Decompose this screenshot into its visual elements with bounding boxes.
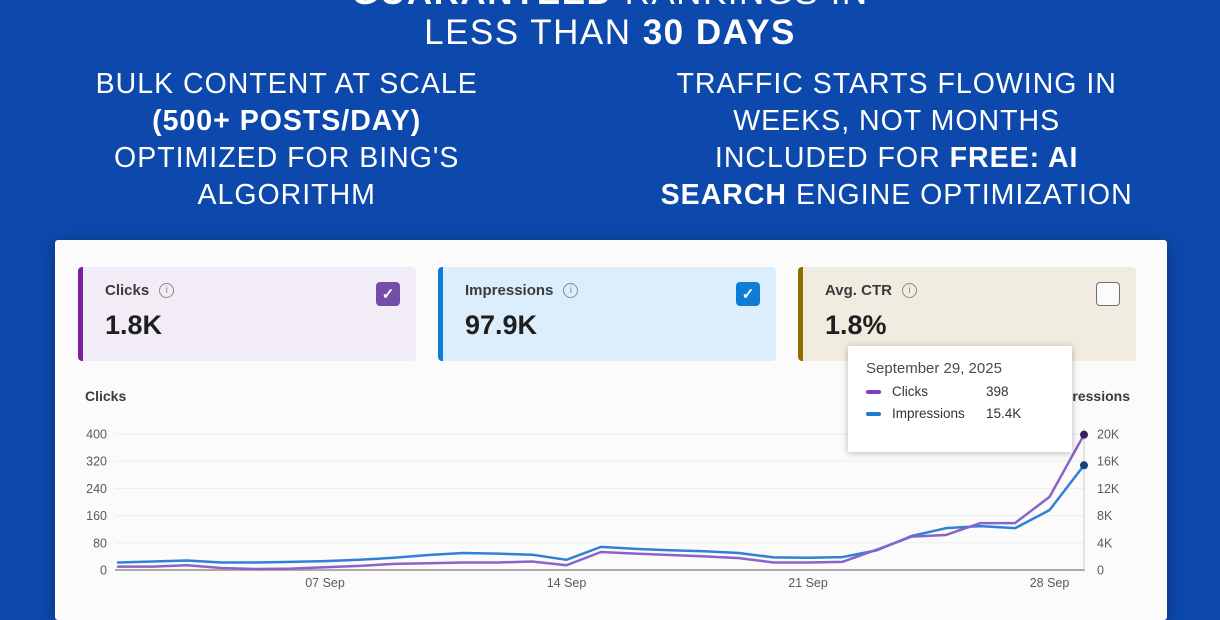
- info-icon[interactable]: i: [159, 283, 175, 298]
- y-axis-tick-left: 0: [100, 564, 107, 578]
- info-icon[interactable]: i: [563, 283, 579, 298]
- y-axis-tick-left: 240: [86, 482, 107, 496]
- metric-value: 1.8%: [825, 310, 887, 340]
- hero-text-segment: RANKINGS IN: [625, 0, 869, 12]
- tooltip-label: Impressions: [892, 406, 965, 421]
- hero-text-segment: WEEKS, NOT MONTHS: [733, 105, 1061, 137]
- hero-text-segment: ALGORITHM: [197, 179, 376, 211]
- y-axis-tick-right: 4K: [1097, 536, 1113, 550]
- clicks-legend-swatch: [866, 389, 881, 394]
- y-axis-tick-left: 400: [86, 428, 107, 442]
- hero-text-segment: LESS THAN: [424, 13, 643, 52]
- impressions-checkbox[interactable]: ✓: [736, 282, 760, 306]
- tooltip-row-impressions: Impressions 15.4K: [866, 406, 1056, 421]
- clicks-checkbox[interactable]: ✓: [376, 282, 400, 306]
- hero-columns: BULK CONTENT AT SCALE (500+ POSTS/DAY) OPT…: [0, 66, 1220, 214]
- tooltip-value: 15.4K: [986, 406, 1022, 421]
- hero-text-segment: (500+ POSTS/DAY): [152, 105, 422, 137]
- x-axis-tick: 14 Sep: [547, 576, 587, 590]
- hero-text-segment: FREE: AI: [949, 142, 1079, 174]
- y-axis-tick-right: 16K: [1097, 455, 1120, 469]
- hero-right-column: TRAFFIC STARTS FLOWING IN WEEKS, NOT MONT…: [573, 66, 1220, 214]
- metric-value: 1.8K: [105, 310, 163, 340]
- y-axis-tick-left: 160: [86, 509, 107, 523]
- chart-axis-title-clicks: Clicks: [85, 388, 127, 404]
- hero-column-line: TRAFFIC STARTS FLOWING IN: [573, 66, 1220, 103]
- x-axis-tick: 28 Sep: [1030, 576, 1070, 590]
- hero-text-segment: 30 DAYS: [642, 13, 796, 52]
- impressions-line: [116, 464, 1086, 564]
- hero-text-segment: BULK CONTENT AT SCALE: [95, 68, 478, 100]
- y-axis-tick-right: 20K: [1097, 428, 1120, 442]
- hero-text-segment: OPTIMIZED FOR BING'S: [114, 142, 460, 174]
- hero-text-segment: TRAFFIC STARTS FLOWING IN: [676, 68, 1117, 100]
- hero-column-line: INCLUDED FOR FREE: AI: [573, 140, 1220, 177]
- info-icon[interactable]: i: [901, 283, 917, 298]
- impressions-legend-swatch: [866, 411, 881, 416]
- metric-value: 97.9K: [465, 310, 538, 340]
- hero-text-segment: GUARANTEED: [351, 0, 624, 12]
- hero-headline-line-2: LESS THAN 30 DAYS: [0, 13, 1220, 53]
- impressions-end-dot: [1080, 461, 1088, 470]
- metric-tile-clicks[interactable]: Clicks i ✓ 1.8K: [78, 267, 416, 361]
- analytics-card: Clicks i ✓ 1.8K Impressions i ✓ 97.9K Av…: [55, 240, 1167, 620]
- tooltip-label: Clicks: [892, 384, 928, 399]
- tooltip-row-clicks: Clicks 398: [866, 384, 1056, 399]
- hero-column-line: OPTIMIZED FOR BING'S: [0, 140, 573, 177]
- hero-column-line: WEEKS, NOT MONTHS: [573, 103, 1220, 140]
- metric-label: Avg. CTR: [825, 282, 892, 299]
- chart-hover-tooltip: September 29, 2025 Clicks 398 Impression…: [848, 346, 1072, 452]
- hero-column-line: ALGORITHM: [0, 177, 573, 214]
- clicks-line: [116, 433, 1086, 571]
- y-axis-tick-left: 320: [86, 455, 107, 469]
- hero-left-column: BULK CONTENT AT SCALE (500+ POSTS/DAY) OPT…: [0, 66, 573, 214]
- metric-tiles-row: Clicks i ✓ 1.8K Impressions i ✓ 97.9K Av…: [78, 267, 1136, 361]
- hero-text-segment: ENGINE OPTIMIZATION: [787, 179, 1133, 211]
- x-axis-tick: 07 Sep: [305, 576, 345, 590]
- y-axis-tick-right: 8K: [1097, 509, 1113, 523]
- metric-label: Clicks: [105, 282, 150, 299]
- avg-ctr-checkbox[interactable]: [1096, 282, 1120, 306]
- tooltip-date: September 29, 2025: [866, 360, 1002, 377]
- tooltip-value: 398: [986, 384, 1009, 399]
- hero-column-line: SEARCH ENGINE OPTIMIZATION: [573, 177, 1220, 214]
- hero-headline-line-1: GUARANTEED RANKINGS IN: [0, 0, 1220, 13]
- hero-text-segment: INCLUDED FOR: [714, 142, 950, 174]
- chart-canvas[interactable]: 0 0 80 4K 160 8K 240 12K 320 16K 400 20K 07 Sep 14 Se…: [55, 400, 1167, 620]
- metric-tile-impressions[interactable]: Impressions i ✓ 97.9K: [438, 267, 776, 361]
- y-axis-tick-left: 80: [93, 536, 107, 550]
- hero-column-line: BULK CONTENT AT SCALE: [0, 66, 573, 103]
- clicks-end-dot: [1080, 430, 1088, 439]
- metric-label: Impressions: [465, 282, 554, 299]
- y-axis-tick-right: 12K: [1097, 482, 1120, 496]
- metric-tile-avg-ctr[interactable]: Avg. CTR i 1.8%: [798, 267, 1136, 361]
- hero-text-segment: SEARCH: [660, 179, 788, 211]
- hero-headline: GUARANTEED RANKINGS IN LESS THAN 30 DAYS: [0, 0, 1220, 53]
- x-axis-tick: 21 Sep: [788, 576, 828, 590]
- hero-column-line: (500+ POSTS/DAY): [0, 103, 573, 140]
- y-axis-tick-right: 0: [1097, 564, 1104, 578]
